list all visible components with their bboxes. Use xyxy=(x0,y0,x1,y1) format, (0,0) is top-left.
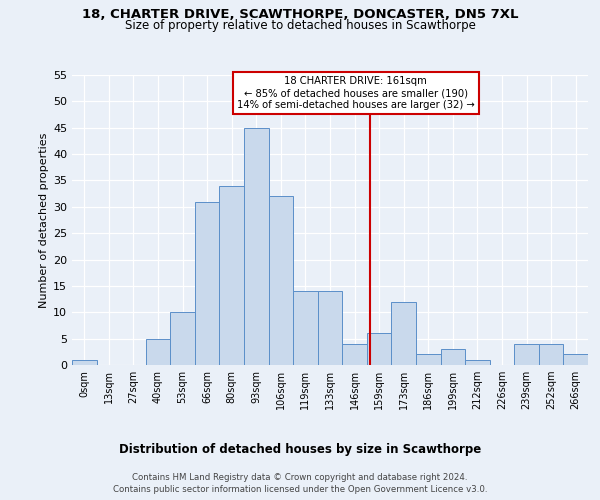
Bar xyxy=(367,334,391,365)
Bar xyxy=(563,354,588,365)
Bar xyxy=(293,291,318,365)
Text: Size of property relative to detached houses in Scawthorpe: Size of property relative to detached ho… xyxy=(125,18,475,32)
Bar xyxy=(318,291,342,365)
Bar xyxy=(72,360,97,365)
Bar xyxy=(539,344,563,365)
Bar xyxy=(342,344,367,365)
Y-axis label: Number of detached properties: Number of detached properties xyxy=(39,132,49,308)
Bar xyxy=(514,344,539,365)
Bar xyxy=(391,302,416,365)
Bar xyxy=(244,128,269,365)
Text: Contains public sector information licensed under the Open Government Licence v3: Contains public sector information licen… xyxy=(113,485,487,494)
Bar xyxy=(465,360,490,365)
Bar xyxy=(269,196,293,365)
Bar xyxy=(170,312,195,365)
Bar xyxy=(146,338,170,365)
Bar xyxy=(416,354,440,365)
Text: Distribution of detached houses by size in Scawthorpe: Distribution of detached houses by size … xyxy=(119,442,481,456)
Bar xyxy=(220,186,244,365)
Text: Contains HM Land Registry data © Crown copyright and database right 2024.: Contains HM Land Registry data © Crown c… xyxy=(132,472,468,482)
Text: 18 CHARTER DRIVE: 161sqm
← 85% of detached houses are smaller (190)
14% of semi-: 18 CHARTER DRIVE: 161sqm ← 85% of detach… xyxy=(237,76,475,110)
Bar xyxy=(195,202,220,365)
Bar xyxy=(440,349,465,365)
Text: 18, CHARTER DRIVE, SCAWTHORPE, DONCASTER, DN5 7XL: 18, CHARTER DRIVE, SCAWTHORPE, DONCASTER… xyxy=(82,8,518,20)
